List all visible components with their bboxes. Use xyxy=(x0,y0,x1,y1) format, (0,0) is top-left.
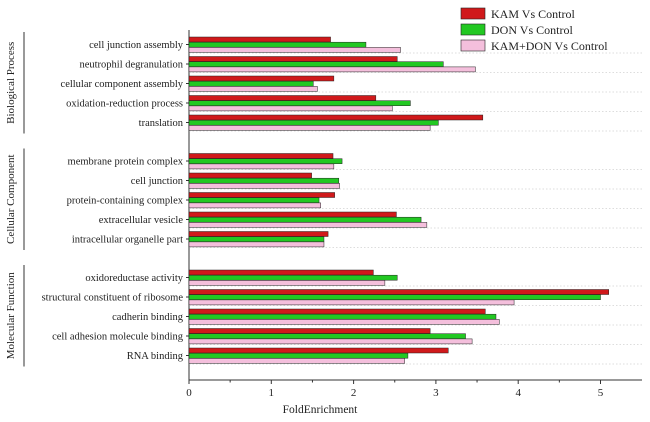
bar-kam-vs-control-neutrophil-degranulation xyxy=(188,56,398,62)
x-tick-label-5: 5 xyxy=(598,387,604,399)
bar-kam-vs-control-cell-adhesion-molecule-binding xyxy=(188,328,431,334)
bar-kam-don-vs-control-cell-adhesion-molecule-binding xyxy=(188,338,473,345)
legend-label-kam-vs-control: KAM Vs Control xyxy=(491,7,575,21)
bar-kam-don-vs-control-oxidation-reduction-process xyxy=(188,105,393,112)
bar-kam-vs-control-oxidation-reduction-process xyxy=(188,95,377,101)
plot-area: 0 1 2 3 4 5 Biological Process cell junction as… xyxy=(5,30,642,399)
bar-kam-vs-control-intracellular-organelle-part xyxy=(188,231,329,237)
bar-kam-vs-control-oxidoreductase-activity xyxy=(188,269,374,276)
bar-kam-don-vs-control-cellular-component-assembly xyxy=(188,86,318,92)
bar-kam-don-vs-control-intracellular-organelle-part xyxy=(188,241,325,248)
x-tick-label-0: 0 xyxy=(186,387,192,399)
bar-kam-vs-control-rna-binding xyxy=(188,347,449,354)
bar-don-vs-control-protein-containing-complex xyxy=(188,197,320,203)
bar-don-vs-control-rna-binding xyxy=(188,352,409,359)
bar-kam-vs-control-extracellular-vesicle xyxy=(188,211,397,218)
bar-don-vs-control-cellular-component-assembly xyxy=(188,80,314,87)
x-tick-label-4: 4 xyxy=(515,387,521,399)
bar-don-vs-control-oxidation-reduction-process xyxy=(188,100,411,106)
bar-don-vs-control-membrane-protein-complex xyxy=(188,158,343,164)
category-label-oxidation-reduction-process: oxidation-reduction process xyxy=(66,99,183,110)
category-label-cellular-component-assembly: cellular component assembly xyxy=(61,79,184,90)
category-label-rna-binding: RNA binding xyxy=(127,351,184,362)
bar-don-vs-control-intracellular-organelle-part xyxy=(188,236,325,242)
legend: KAM Vs Control DON Vs Control KAM+DON Vs C… xyxy=(460,7,608,53)
group-label-molecular-function: Molecular Function xyxy=(5,272,17,360)
bar-kam-don-vs-control-extracellular-vesicle xyxy=(188,222,428,228)
legend-swatch-kam-vs-control xyxy=(460,7,486,20)
category-label-cell-junction: cell junction xyxy=(131,176,184,187)
bar-kam-don-vs-control-rna-binding xyxy=(188,358,405,364)
x-axis-title: FoldEnrichment xyxy=(283,404,359,416)
category-label-protein-containing-complex: protein-containing complex xyxy=(67,196,184,207)
bar-don-vs-control-cadherin-binding xyxy=(188,313,497,320)
bar-kam-vs-control-cell-junction xyxy=(188,172,312,179)
bar-kam-don-vs-control-cell-junction xyxy=(188,183,340,189)
category-label-neutrophil-degranulation: neutrophil degranulation xyxy=(79,60,183,71)
category-label-cadherin-binding: cadherin binding xyxy=(112,312,184,323)
bar-kam-don-vs-control-cell-junction-assembly xyxy=(188,47,401,53)
category-label-translation: translation xyxy=(139,118,184,129)
legend-label-don-vs-control: DON Vs Control xyxy=(491,23,573,37)
bar-kam-vs-control-membrane-protein-complex xyxy=(188,153,334,159)
bar-kam-vs-control-cadherin-binding xyxy=(188,308,486,315)
bar-kam-vs-control-protein-containing-complex xyxy=(188,192,335,198)
legend-label-kam-don-vs-control: KAM+DON Vs Control xyxy=(491,39,608,53)
x-tick-label-1: 1 xyxy=(269,387,275,399)
category-label-intracellular-organelle-part: intracellular organelle part xyxy=(72,235,183,246)
bar-kam-vs-control-cellular-component-assembly xyxy=(188,75,335,82)
category-label-structural-constituent-of-ribosome: structural constituent of ribosome xyxy=(42,293,184,304)
bar-kam-don-vs-control-protein-containing-complex xyxy=(188,202,321,209)
legend-swatch-kam-don-vs-control xyxy=(460,39,486,52)
bar-don-vs-control-extracellular-vesicle xyxy=(188,216,422,223)
bar-kam-vs-control-structural-constituent-of-ribosome xyxy=(188,289,609,295)
bar-kam-don-vs-control-membrane-protein-complex xyxy=(188,163,335,170)
bar-kam-don-vs-control-structural-constituent-of-ribosome xyxy=(188,299,515,306)
bar-don-vs-control-cell-adhesion-molecule-binding xyxy=(188,333,466,339)
category-label-membrane-protein-complex: membrane protein complex xyxy=(68,157,184,168)
x-tick-label-3: 3 xyxy=(433,387,439,399)
bar-don-vs-control-cell-junction xyxy=(188,177,340,184)
category-label-cell-junction-assembly: cell junction assembly xyxy=(89,40,184,51)
group-label-biological-process: Biological Process xyxy=(5,42,17,124)
bar-don-vs-control-translation xyxy=(188,119,439,126)
bar-don-vs-control-cell-junction-assembly xyxy=(188,41,367,48)
group-label-cellular-component: Cellular Component xyxy=(5,154,17,244)
bar-don-vs-control-structural-constituent-of-ribosome xyxy=(188,294,601,300)
bar-kam-don-vs-control-cadherin-binding xyxy=(188,319,500,325)
x-tick-label-2: 2 xyxy=(351,387,357,399)
bar-kam-vs-control-translation xyxy=(188,114,484,121)
category-label-cell-adhesion-molecule-binding: cell adhesion molecule binding xyxy=(52,332,184,343)
category-label-oxidoreductase-activity: oxidoreductase activity xyxy=(85,273,183,284)
bar-don-vs-control-oxidoreductase-activity xyxy=(188,274,398,281)
bar-kam-don-vs-control-translation xyxy=(188,125,431,131)
bar-kam-don-vs-control-oxidoreductase-activity xyxy=(188,280,386,286)
category-label-extracellular-vesicle: extracellular vesicle xyxy=(99,215,184,226)
bar-don-vs-control-neutrophil-degranulation xyxy=(188,61,444,67)
bar-kam-don-vs-control-neutrophil-degranulation xyxy=(188,66,476,73)
legend-swatch-don-vs-control xyxy=(460,23,486,36)
bar-kam-vs-control-cell-junction-assembly xyxy=(188,36,331,43)
